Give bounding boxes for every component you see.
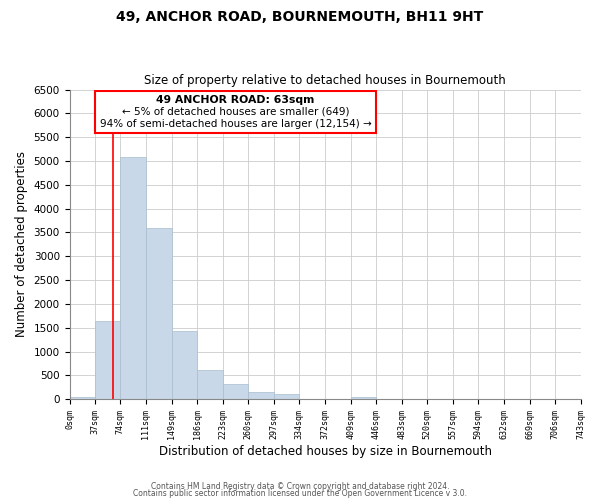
X-axis label: Distribution of detached houses by size in Bournemouth: Distribution of detached houses by size … xyxy=(158,444,491,458)
Y-axis label: Number of detached properties: Number of detached properties xyxy=(15,152,28,338)
Bar xyxy=(248,392,274,399)
Bar xyxy=(351,397,376,399)
Text: 94% of semi-detached houses are larger (12,154) →: 94% of semi-detached houses are larger (… xyxy=(100,119,371,129)
Bar xyxy=(70,397,95,399)
Bar xyxy=(197,370,223,399)
Bar xyxy=(223,384,248,399)
Text: Contains public sector information licensed under the Open Government Licence v : Contains public sector information licen… xyxy=(133,490,467,498)
Text: ← 5% of detached houses are smaller (649): ← 5% of detached houses are smaller (649… xyxy=(122,107,349,117)
Bar xyxy=(95,90,376,134)
Bar xyxy=(95,320,121,399)
Bar xyxy=(121,157,146,399)
Text: Contains HM Land Registry data © Crown copyright and database right 2024.: Contains HM Land Registry data © Crown c… xyxy=(151,482,449,491)
Text: 49 ANCHOR ROAD: 63sqm: 49 ANCHOR ROAD: 63sqm xyxy=(157,95,315,105)
Bar xyxy=(172,331,197,399)
Bar xyxy=(274,394,299,399)
Bar xyxy=(146,228,172,399)
Text: 49, ANCHOR ROAD, BOURNEMOUTH, BH11 9HT: 49, ANCHOR ROAD, BOURNEMOUTH, BH11 9HT xyxy=(116,10,484,24)
Title: Size of property relative to detached houses in Bournemouth: Size of property relative to detached ho… xyxy=(144,74,506,87)
